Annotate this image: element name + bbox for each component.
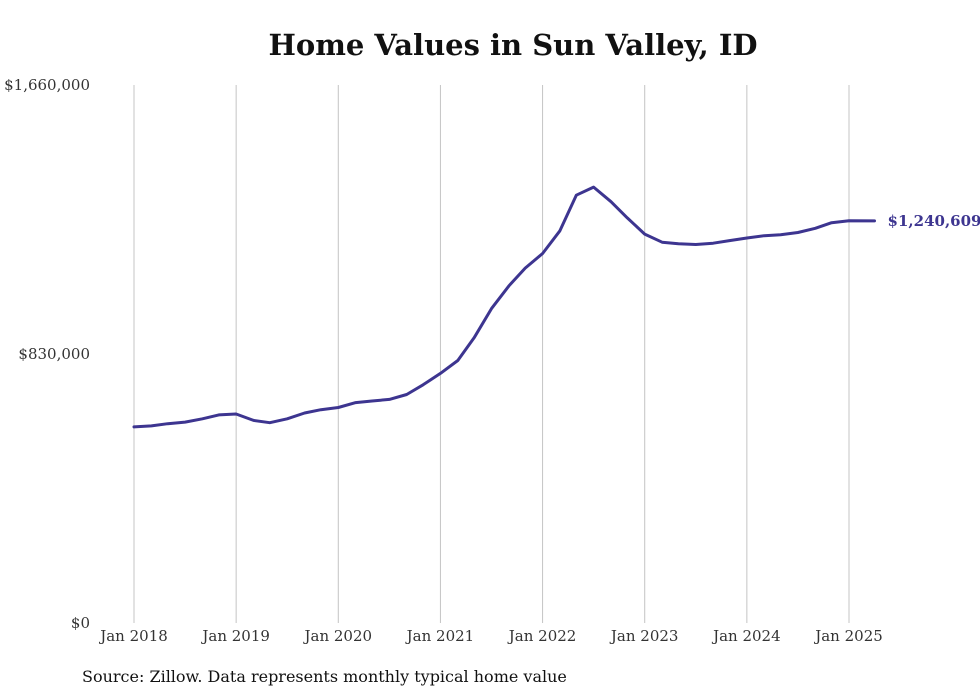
x-tick-label: Jan 2024 [711, 627, 781, 645]
source-note: Source: Zillow. Data represents monthly … [82, 667, 567, 686]
y-tick-label: $830,000 [18, 345, 90, 363]
x-tick-label: Jan 2025 [813, 627, 883, 645]
series-line [132, 185, 876, 429]
chart-title: Home Values in Sun Valley, ID [268, 28, 758, 62]
x-tick-label: Jan 2022 [507, 627, 577, 645]
x-tick-label: Jan 2018 [98, 627, 168, 645]
y-tick-label: $0 [71, 614, 90, 632]
x-tick-label: Jan 2019 [200, 627, 270, 645]
x-tick-label: Jan 2020 [303, 627, 373, 645]
end-value-label: $1,240,609 [888, 212, 980, 230]
x-tick-label: Jan 2023 [609, 627, 679, 645]
y-tick-label: $1,660,000 [4, 76, 90, 94]
x-tick-label: Jan 2021 [405, 627, 475, 645]
